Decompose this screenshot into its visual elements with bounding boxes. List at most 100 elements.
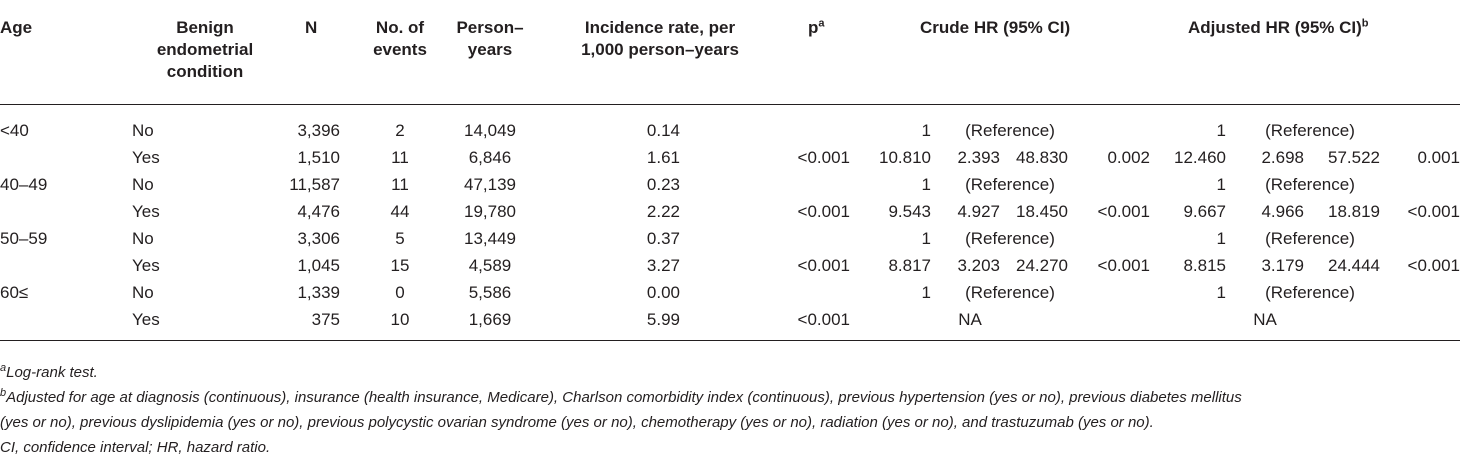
cell-ir: 3.27 <box>646 256 680 275</box>
cell-py: 47,139 <box>464 175 516 194</box>
cell-py: 1,669 <box>468 310 512 329</box>
cell-a-hr: 8.815 <box>1183 256 1226 275</box>
header-rule <box>0 104 1460 105</box>
cell-py: 6,846 <box>468 148 512 167</box>
cell-c-p: <0.001 <box>1097 256 1150 275</box>
cell-n: 11,587 <box>289 175 340 194</box>
cell-age: 60≤ <box>0 283 29 302</box>
cell-a-hr: 1 <box>1216 121 1226 140</box>
cell-a-ref: (Reference) <box>1265 121 1355 140</box>
cell-a-hi: 57.522 <box>1328 148 1380 167</box>
cell-n: 375 <box>311 310 340 329</box>
cell-events: 2 <box>395 121 405 140</box>
header-p-value: pa <box>808 17 825 37</box>
cell-a-lo: 4.966 <box>1261 202 1304 221</box>
cell-a-p: <0.001 <box>1407 256 1460 275</box>
cell-ir: 5.99 <box>646 310 680 329</box>
cell-ir: 2.22 <box>646 202 680 221</box>
cell-a-lo: 2.698 <box>1261 148 1304 167</box>
cell-c-hr: 1 <box>921 175 931 194</box>
cell-age: 40–49 <box>0 175 48 194</box>
cell-c-p: <0.001 <box>1097 202 1150 221</box>
cell-events: 15 <box>390 256 410 275</box>
cell-py: 13,449 <box>464 229 516 248</box>
cell-c-hr: 9.543 <box>888 202 931 221</box>
cell-events: 10 <box>390 310 410 329</box>
cell-p: <0.001 <box>797 202 850 221</box>
header-events: No. of events <box>373 18 427 59</box>
cell-c-p: 0.002 <box>1107 148 1150 167</box>
cell-a-ref: (Reference) <box>1265 175 1355 194</box>
header-benign-condition: Benign endometrial condition <box>156 18 254 81</box>
cell-p: <0.001 <box>797 256 850 275</box>
cell-c-hr: 1 <box>921 283 931 302</box>
cell-a-lo: 3.179 <box>1261 256 1304 275</box>
cell-events: 11 <box>391 148 409 167</box>
cell-a-ref: (Reference) <box>1265 229 1355 248</box>
bottom-rule <box>0 340 1460 341</box>
cell-c-hr: 8.817 <box>888 256 931 275</box>
cell-a-hr: 1 <box>1216 175 1226 194</box>
cell-n: 1,339 <box>297 283 340 302</box>
cell-events: 44 <box>390 202 410 221</box>
cell-n: 1,510 <box>297 148 340 167</box>
cell-ir: 0.37 <box>646 229 680 248</box>
cell-ir: 1.61 <box>646 148 680 167</box>
cell-events: 0 <box>395 283 405 302</box>
cell-cond: Yes <box>132 202 160 221</box>
header-n: N <box>305 18 318 37</box>
cell-cond: No <box>132 121 154 140</box>
cell-c-hi: 18.450 <box>1016 202 1068 221</box>
cell-ir: 0.00 <box>646 283 680 302</box>
cell-a-hr: 9.667 <box>1183 202 1226 221</box>
cell-c-ref: (Reference) <box>965 175 1055 194</box>
cell-a-ref: (Reference) <box>1265 283 1355 302</box>
footnote-a: aLog-rank test. <box>0 362 98 382</box>
cell-a-hi: 24.444 <box>1328 256 1380 275</box>
footnote-abbreviations: CI, confidence interval; HR, hazard rati… <box>0 439 271 456</box>
cell-p: <0.001 <box>797 310 850 329</box>
cell-a-ref: NA <box>1253 310 1277 329</box>
cell-c-hr: 1 <box>921 229 931 248</box>
cell-py: 4,589 <box>468 256 512 275</box>
cell-a-hr: 12.460 <box>1174 148 1226 167</box>
cell-py: 14,049 <box>464 121 516 140</box>
cell-c-hi: 24.270 <box>1016 256 1068 275</box>
cell-cond: No <box>132 283 154 302</box>
cell-age: 50–59 <box>0 229 48 248</box>
cell-c-ref: (Reference) <box>965 229 1055 248</box>
cell-c-lo: 3.203 <box>957 256 1000 275</box>
footnote-b-line2: (yes or no), previous dyslipidemia (yes … <box>0 414 1154 431</box>
cell-n: 3,306 <box>297 229 340 248</box>
cell-cond: No <box>132 229 154 248</box>
cell-events: 5 <box>395 229 405 248</box>
cell-events: 11 <box>391 175 409 194</box>
cell-c-lo: 2.393 <box>957 148 1000 167</box>
cell-py: 5,586 <box>468 283 512 302</box>
cell-c-lo: 4.927 <box>957 202 1000 221</box>
cell-a-hr: 1 <box>1216 283 1226 302</box>
cell-cond: No <box>132 175 154 194</box>
cell-n: 3,396 <box>297 121 340 140</box>
cell-n: 1,045 <box>297 256 340 275</box>
header-crude-hr: Crude HR (95% CI) <box>920 18 1071 37</box>
cell-age: <40 <box>0 121 29 140</box>
cell-a-p: <0.001 <box>1407 202 1460 221</box>
cell-ir: 0.14 <box>646 121 680 140</box>
header-age: Age <box>0 18 33 37</box>
cell-cond: Yes <box>132 256 160 275</box>
cell-c-ref: (Reference) <box>965 283 1055 302</box>
cell-a-hr: 1 <box>1216 229 1226 248</box>
cell-c-ref: NA <box>958 310 982 329</box>
cell-c-hi: 48.830 <box>1016 148 1068 167</box>
cell-n: 4,476 <box>297 202 340 221</box>
cell-a-p: 0.001 <box>1417 148 1460 167</box>
cell-py: 19,780 <box>464 202 516 221</box>
header-incidence-rate: Incidence rate, per 1,000 person–years <box>581 18 739 59</box>
cell-c-hr: 10.810 <box>879 148 931 167</box>
header-adjusted-hr: Adjusted HR (95% CI)b <box>1188 17 1369 37</box>
cell-ir: 0.23 <box>646 175 680 194</box>
cell-cond: Yes <box>132 310 160 329</box>
cell-c-hr: 1 <box>921 121 931 140</box>
cell-p: <0.001 <box>797 148 850 167</box>
